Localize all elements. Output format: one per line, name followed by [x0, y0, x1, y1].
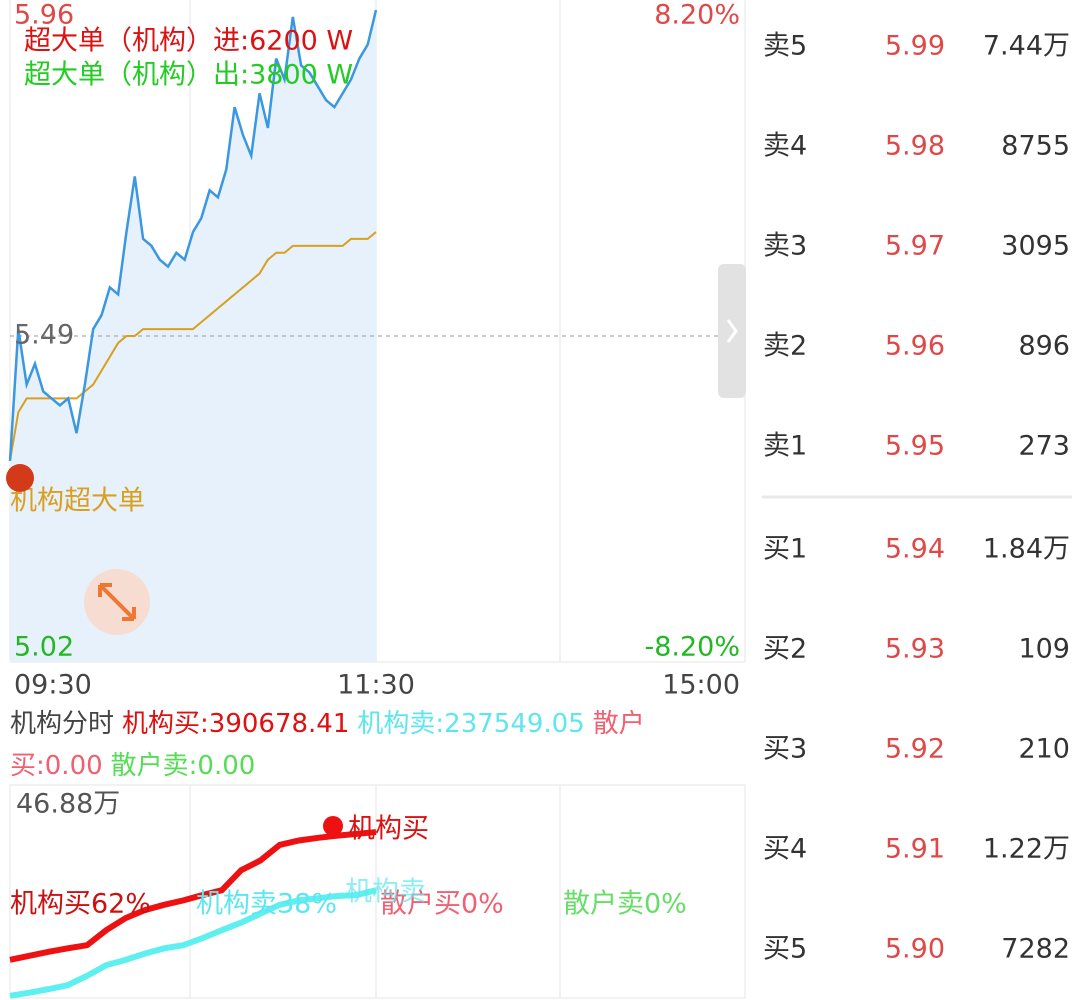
price-area: [10, 10, 376, 662]
frame: [9, 784, 746, 999]
outflow: 超大单（机构）出:3800 W: [24, 60, 353, 91]
summary: 机构分时 机构买:390678.41 机构卖:237549.05 散户买:0.00 散户…: [10, 703, 730, 787]
level-label: 买4: [763, 834, 807, 865]
level-price: 5.90: [885, 934, 945, 965]
badge: 机构超大单: [10, 486, 145, 517]
legend-label: 机构买62%: [10, 889, 151, 920]
level-price: 5.94: [885, 534, 945, 565]
level-volume: 3095: [1001, 231, 1070, 262]
summary-buy: 机构买:390678.41: [122, 709, 350, 739]
legend-label: 机构卖38%: [196, 889, 337, 920]
buy-line: [9, 829, 377, 963]
level-label: 买5: [763, 934, 807, 965]
level-volume: 1.84万: [983, 534, 1070, 565]
level-price: 5.91: [885, 834, 945, 865]
sell-line: [9, 887, 377, 999]
level-volume: 7282: [1001, 934, 1070, 965]
x-tick-label: 11:30: [337, 670, 415, 701]
level-label: 买3: [763, 734, 807, 765]
level-label: 卖3: [763, 231, 807, 262]
level-volume: 896: [1018, 331, 1070, 362]
level-volume: 109: [1018, 634, 1070, 665]
summary-retail-sell: 散户卖:0.00: [110, 751, 256, 781]
legend-label: 散户卖0%: [563, 889, 687, 920]
pct-bottom: -8.20%: [644, 632, 740, 663]
buy-marker: [323, 816, 343, 836]
buy-marker-label: 机构买: [348, 814, 429, 845]
level-price: 5.92: [885, 734, 945, 765]
avg-line: [9, 231, 377, 462]
level-price: 5.95: [885, 431, 945, 462]
chart-layer: 5.96 5.49 5.02 8.20% -8.20% 超大单（机构）进:6200 W超大…: [8, 0, 1070, 999]
level-price: 5.93: [885, 634, 945, 665]
level-volume: 273: [1018, 431, 1070, 462]
level-label: 买2: [763, 634, 807, 665]
level-volume: 1.22万: [983, 834, 1070, 865]
x-tick-label: 09:30: [14, 670, 92, 701]
level-label: 买1: [763, 534, 807, 565]
level-price: 5.97: [885, 231, 945, 262]
sell-marker-label: 机构卖: [345, 877, 426, 908]
y-bottom-label: 5.02: [14, 632, 74, 663]
level-price: 5.98: [885, 131, 945, 162]
level-price: 5.96: [885, 331, 945, 362]
level-label: 卖1: [763, 431, 807, 462]
legend-label: 散户买0%: [380, 889, 504, 920]
badge-icon: [6, 464, 34, 492]
handle-arrow: [726, 319, 738, 343]
inflow: 超大单（机构）进:6200 W: [24, 26, 353, 57]
pct-top: 8.20%: [654, 0, 740, 31]
level-volume: 7.44万: [983, 31, 1070, 62]
level-label: 卖2: [763, 331, 807, 362]
level-label: 卖4: [763, 131, 807, 162]
level-price: 5.99: [885, 31, 945, 62]
y-tick-label: 46.88万: [16, 789, 120, 820]
level-volume: 8755: [1001, 131, 1070, 162]
level-volume: 210: [1018, 734, 1070, 765]
summary-retail-buy: 散户买:0.00: [10, 709, 645, 781]
y-top-label: 5.96: [14, 0, 74, 31]
level-label: 卖5: [763, 31, 807, 62]
expand-icon: [98, 583, 136, 621]
summary-title: 机构分时: [10, 709, 115, 739]
summary-sell: 机构卖:237549.05: [357, 709, 585, 739]
x-tick-label: 15:00: [662, 670, 740, 701]
price-line: [8, 9, 378, 461]
panel-handle[interactable]: [718, 264, 746, 398]
y-base-label: 5.49: [14, 320, 74, 351]
